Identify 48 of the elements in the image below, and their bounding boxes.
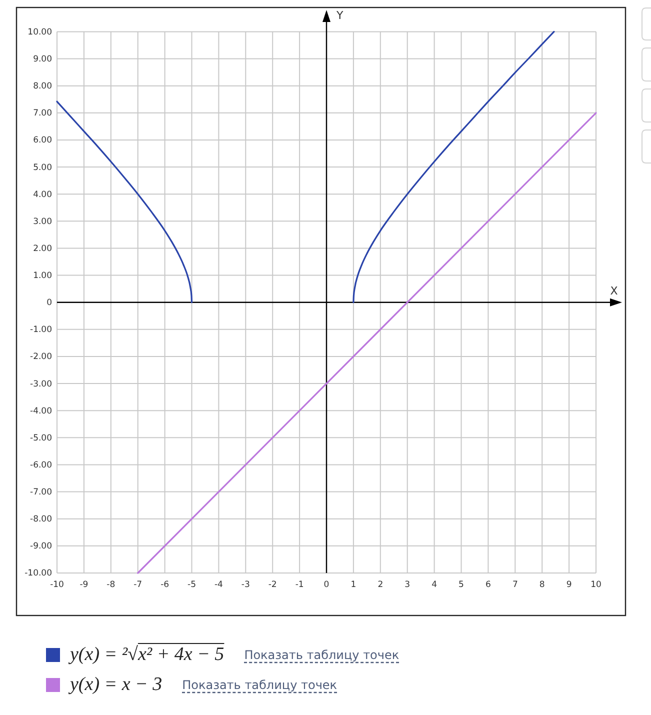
x-tick-label: 4 — [432, 580, 438, 590]
x-tick-label: -1 — [295, 580, 304, 590]
x-tick-label: -5 — [188, 580, 196, 590]
y-tick-label: 7.00 — [33, 108, 52, 119]
y-tick-label: -5.00 — [30, 433, 52, 444]
legend-label: y(x) = ²√x² + 4x − 5 — [70, 644, 224, 666]
y-tick-label: 4.00 — [33, 190, 52, 200]
x-tick-label: 8 — [539, 580, 545, 590]
x-tick-label: -2 — [268, 580, 277, 590]
x-tick-label: 1 — [350, 580, 356, 590]
x-tick-label: -7 — [134, 580, 142, 590]
x-tick-label: 10 — [590, 580, 602, 590]
y-tick-label: -3.00 — [30, 379, 52, 390]
x-tick-label: -8 — [106, 580, 116, 590]
x-tick-label: 6 — [485, 580, 491, 590]
text: Показать таблицу точек — [244, 648, 400, 662]
x-tick-label: -4 — [214, 580, 223, 590]
y-tick-label: 1.00 — [33, 271, 52, 282]
y-tick-label: -1.00 — [30, 325, 52, 336]
x-tick-label: 3 — [404, 580, 410, 590]
y-tick-label: -9.00 — [30, 542, 52, 552]
y-tick-label: 9.00 — [33, 54, 52, 64]
y-tick-label: -10.00 — [24, 568, 52, 579]
y-tick-label: 8.00 — [33, 82, 52, 92]
y-tick-label: -2.00 — [30, 352, 52, 362]
y-tick-label: 5.00 — [33, 162, 52, 173]
x-axis-title: X — [610, 284, 618, 298]
x-tick-label: 2 — [378, 580, 384, 590]
x-tick-label: 9 — [566, 580, 572, 590]
text: Показать таблицу точек — [182, 678, 338, 692]
y-tick-label: -6.00 — [30, 460, 52, 470]
y-tick-label: -7.00 — [30, 488, 52, 498]
x-tick-label: 5 — [458, 580, 464, 590]
y-tick-label: 3.00 — [33, 216, 52, 227]
y-tick-label: -4.00 — [30, 406, 52, 416]
x-tick-label: -3 — [241, 580, 250, 590]
x-tick-label: -9 — [80, 580, 88, 590]
y-axis-title: Y — [336, 9, 344, 22]
x-tick-label: -6 — [160, 580, 170, 590]
y-tick-label: 10.00 — [28, 27, 52, 38]
x-tick-label: 7 — [512, 580, 518, 590]
y-tick-label: 0 — [46, 298, 52, 308]
x-tick-label: 0 — [324, 580, 330, 590]
y-tick-label: 6.00 — [33, 136, 52, 146]
y-tick-label: 2.00 — [33, 244, 52, 254]
y-tick-label: -8.00 — [30, 514, 52, 525]
legend-label: y(x) = x − 3 — [70, 674, 162, 696]
x-tick-label: -10 — [50, 580, 64, 590]
